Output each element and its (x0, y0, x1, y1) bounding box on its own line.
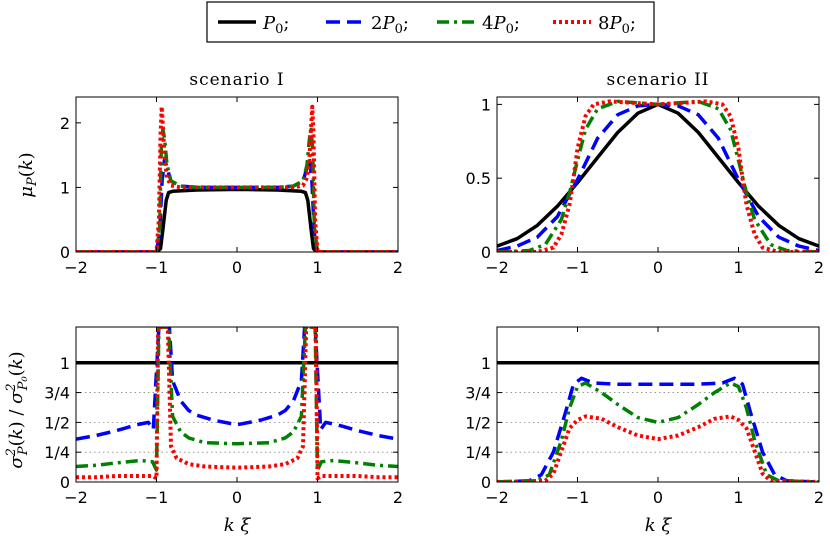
y-tick-label: 2 (60, 114, 70, 133)
series-line-4P0 (497, 381, 819, 482)
series-line-2P0 (497, 102, 819, 252)
x-tick-label: 0 (653, 258, 663, 277)
x-tick-label: 1 (312, 258, 322, 277)
x-tick-label: −2 (485, 258, 509, 277)
axes-frame (75, 326, 399, 483)
series-line-8P0 (497, 99, 819, 252)
x-tick-label: 1 (312, 488, 322, 507)
series-line-2P0 (497, 376, 819, 482)
x-tick-label: −1 (566, 258, 590, 277)
series-line-2P0 (76, 156, 398, 252)
x-tick-label: 2 (814, 258, 824, 277)
x-axis-label: k ξ (224, 515, 252, 536)
y-tick-label: 1 (481, 354, 491, 373)
legend-label: 2P0; (371, 13, 409, 37)
axes-frame (75, 96, 399, 253)
y-tick-label: 3/4 (465, 384, 491, 403)
y-tick-label: 1/2 (44, 413, 70, 432)
legend: P0; 2P0; 4P0; 8P0; (206, 1, 655, 43)
panel-title: scenario II (606, 70, 709, 90)
x-tick-label: −2 (64, 488, 88, 507)
y-axis-label-top: μP(k) (16, 152, 40, 197)
y-tick-label: 1/2 (465, 413, 491, 432)
x-tick-label: 2 (393, 258, 403, 277)
x-tick-label: −1 (145, 488, 169, 507)
x-tick-label: 2 (393, 488, 403, 507)
series-line-2P0 (76, 327, 398, 441)
series-line-8P0 (497, 414, 819, 482)
series-line-8P0 (76, 327, 398, 481)
legend-entry: 2P0; (326, 13, 409, 37)
x-tick-label: −2 (64, 258, 88, 277)
series-line-P0 (497, 102, 819, 248)
x-axis-label: k ξ (645, 515, 673, 536)
series-line-P0 (76, 187, 398, 252)
panel-2: −2 −1 0 1 2 0 0.5 1 scenario II (466, 70, 825, 277)
series-line-4P0 (76, 327, 398, 472)
legend-entry: 4P0; (437, 13, 520, 37)
legend-label: P0; (262, 13, 289, 37)
x-tick-label: −2 (485, 488, 509, 507)
y-axis-label-bottom: σ2P(k) / σ2P₀(k) (4, 351, 31, 468)
y-tick-label: 1 (60, 178, 70, 197)
axes-frame (496, 326, 820, 483)
panel-3: −2 −1 0 1 2 0 1/4 1/2 3/4 1 (44, 326, 403, 507)
y-tick-label: 1 (60, 354, 70, 373)
panel-title: scenario I (189, 70, 284, 90)
x-tick-label: 0 (232, 258, 242, 277)
legend-label: 8P0; (598, 13, 636, 37)
x-tick-label: 1 (733, 488, 743, 507)
x-tick-label: 2 (814, 488, 824, 507)
legend-entry: P0; (218, 13, 289, 37)
y-tick-label: 0 (481, 243, 491, 262)
panel-1: −2 −1 0 1 2 0 1 2 scenario I (60, 70, 403, 277)
panel-4: −2 −1 0 1 2 0 1/4 1/2 3/4 1 (465, 326, 824, 507)
y-tick-label: 0 (481, 473, 491, 492)
y-tick-label: 1 (481, 95, 491, 114)
y-tick-label: 0 (60, 243, 70, 262)
x-tick-label: 1 (733, 258, 743, 277)
x-tick-label: −1 (145, 258, 169, 277)
legend-entry: 8P0; (553, 13, 636, 37)
y-tick-label: 1/4 (44, 443, 70, 462)
x-tick-label: 0 (653, 488, 663, 507)
x-tick-label: 0 (232, 488, 242, 507)
y-tick-label: 3/4 (44, 384, 70, 403)
x-tick-label: −1 (566, 488, 590, 507)
series-line-8P0 (76, 104, 398, 252)
y-tick-label: 1/4 (465, 443, 491, 462)
legend-label: 4P0; (482, 13, 520, 37)
y-tick-label: 0 (60, 473, 70, 492)
y-tick-label: 0.5 (466, 169, 491, 188)
